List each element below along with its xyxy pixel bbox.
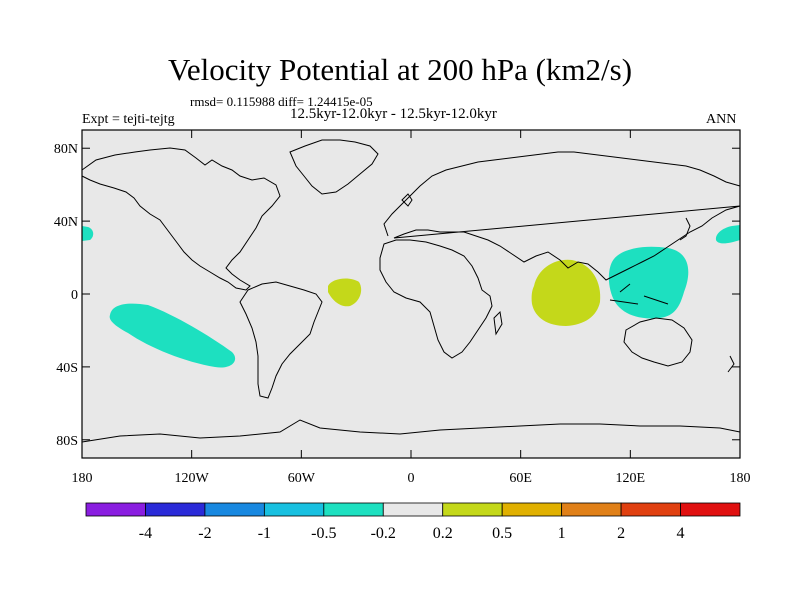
chart-title: Velocity Potential at 200 hPa (km2/s) — [167, 52, 633, 87]
colorbar-swatch — [263, 502, 325, 517]
longitude-ticks: 180 120W 60W 0 60E 120E 180 — [72, 130, 751, 486]
coast-indonesia — [609, 283, 669, 305]
colorbar-label: 2 — [617, 525, 625, 542]
lat-tick-label: 80S — [56, 434, 78, 449]
coast-south-america — [239, 281, 323, 399]
anomaly-region-west-pacific — [608, 246, 689, 319]
coast-japan — [679, 217, 691, 241]
colorbar-swatch — [680, 502, 741, 517]
positive-anomaly-regions — [328, 259, 601, 326]
colorbar-swatch — [145, 502, 206, 517]
coast-british-isles — [401, 193, 413, 207]
colorbar-swatch — [620, 502, 681, 517]
colorbar-swatch — [85, 502, 146, 517]
experiment-label: Expt = tejti-tejtg — [82, 112, 175, 127]
lon-tick-label: 120E — [616, 471, 646, 486]
coast-australia — [623, 317, 693, 367]
anomaly-region-dateline-west — [82, 226, 94, 241]
negative-anomaly-regions — [82, 225, 740, 368]
lon-tick-label: 0 — [408, 471, 415, 486]
colorbar-label: -1 — [258, 525, 271, 542]
colorbar-swatch — [323, 502, 384, 517]
coast-new-zealand — [727, 355, 735, 373]
colorbar-label: 0.2 — [433, 525, 453, 542]
coast-antarctica — [81, 419, 741, 443]
colorbar-label: 1 — [558, 525, 566, 542]
anomaly-region-atlantic — [328, 278, 362, 307]
lon-tick-label: 60E — [509, 471, 532, 486]
season-label: ANN — [706, 112, 737, 127]
coastlines — [81, 139, 741, 443]
lat-tick-label: 80N — [54, 142, 78, 157]
colorbar-swatch — [442, 502, 503, 517]
anomaly-region-dateline-east — [715, 225, 740, 244]
latitude-ticks: 80N 40N 0 40S 80S — [54, 142, 740, 449]
colorbar-swatch — [501, 502, 563, 517]
coast-africa — [379, 239, 493, 359]
colorbar-label: -2 — [198, 525, 211, 542]
coast-north-america — [81, 147, 281, 291]
coast-eurasia — [383, 151, 741, 281]
colorbar-label: 0.5 — [492, 525, 512, 542]
rmsd-label: rmsd= 0.115988 diff= 1.24415e-05 — [190, 94, 373, 109]
lon-tick-label: 180 — [730, 471, 751, 486]
anomaly-region-south-pacific — [109, 303, 236, 368]
colorbar-swatch — [204, 502, 265, 517]
colorbar-label: 4 — [677, 525, 685, 542]
coast-madagascar — [493, 310, 503, 336]
lat-tick-label: 0 — [71, 288, 78, 303]
lat-tick-label: 40N — [54, 215, 78, 230]
colorbar-swatch — [561, 502, 622, 517]
anomaly-region-indian-ocean — [531, 259, 601, 326]
lat-tick-label: 40S — [56, 361, 78, 376]
colorbar-label: -0.5 — [311, 525, 336, 542]
colorbar: -4 -2 -1 -0.5 -0.2 0.2 0.5 1 2 4 — [85, 502, 741, 542]
lon-tick-label: 180 — [72, 471, 93, 486]
colorbar-swatch — [382, 502, 444, 517]
coast-greenland — [289, 139, 379, 195]
lon-tick-label: 60W — [288, 471, 316, 486]
lon-tick-label: 120W — [175, 471, 210, 486]
colorbar-label: -4 — [139, 525, 152, 542]
colorbar-label: -0.2 — [371, 525, 396, 542]
period-label: 12.5kyr-12.0kyr - 12.5kyr-12.0kyr — [290, 106, 497, 122]
